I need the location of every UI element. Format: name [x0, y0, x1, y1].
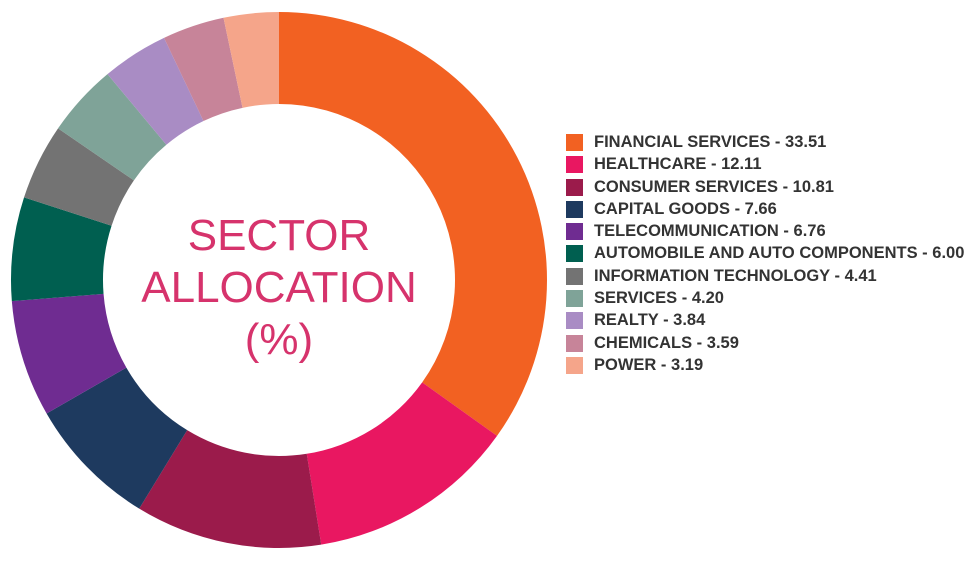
donut-slice: [58, 74, 167, 181]
legend-swatch: [566, 200, 583, 218]
legend-value: 12.11: [706, 155, 761, 173]
legend: FINANCIAL SERVICES33.51HEALTHCARE12.11CO…: [566, 131, 971, 376]
legend-value: 4.20: [677, 289, 724, 307]
legend-item: POWER3.19: [566, 354, 971, 376]
donut-slice: [11, 197, 112, 302]
title-line: SECTOR: [187, 211, 371, 260]
legend-item: FINANCIAL SERVICES33.51: [566, 131, 971, 153]
legend-value: 10.81: [778, 178, 834, 196]
donut-slice: [223, 12, 279, 108]
legend-value: 33.51: [770, 133, 826, 151]
legend-label: TELECOMMUNICATION: [594, 222, 779, 241]
donut-slice: [107, 37, 204, 145]
legend-item: HEALTHCARE12.11: [566, 153, 971, 175]
legend-label: INFORMATION TECHNOLOGY: [594, 266, 830, 285]
legend-text: REALTY3.84: [594, 309, 971, 331]
legend-text: SERVICES4.20: [594, 287, 971, 309]
legend-value: 6.00: [918, 244, 965, 262]
legend-label: REALTY: [594, 311, 659, 330]
legend-item: AUTOMOBILE AND AUTO COMPONENTS6.00: [566, 242, 971, 264]
legend-item: CAPITAL GOODS7.66: [566, 198, 971, 220]
chart: [11, 12, 547, 548]
legend-label: CONSUMER SERVICES: [594, 177, 778, 196]
legend-value: 4.41: [830, 267, 877, 285]
legend-label: AUTOMOBILE AND AUTO COMPONENTS: [594, 244, 918, 263]
legend-value: 3.19: [656, 356, 703, 374]
legend-text: HEALTHCARE12.11: [594, 153, 971, 175]
legend-swatch: [566, 356, 583, 374]
donut-slice: [46, 367, 188, 509]
legend-item: INFORMATION TECHNOLOGY4.41: [566, 265, 971, 287]
legend-value: 3.59: [692, 334, 739, 352]
legend-text: CONSUMER SERVICES10.81: [594, 176, 971, 198]
legend-label: POWER: [594, 355, 657, 374]
legend-value: 7.66: [730, 200, 777, 218]
donut-slice: [24, 128, 134, 226]
legend-label: SERVICES: [594, 289, 678, 308]
donut-slice: [11, 293, 127, 414]
legend-value: 6.76: [779, 222, 826, 240]
legend-value: 3.84: [658, 311, 705, 329]
legend-label: FINANCIAL SERVICES: [594, 133, 771, 151]
legend-swatch: [566, 312, 583, 330]
legend-text: CHEMICALS3.59: [594, 332, 971, 354]
legend-swatch: [566, 245, 583, 263]
legend-item: REALTY3.84: [566, 309, 971, 331]
title-line: (%): [244, 315, 314, 364]
legend-swatch: [566, 134, 583, 151]
legend-item: SERVICES4.20: [566, 287, 971, 309]
legend-swatch: [566, 178, 583, 196]
legend-item: TELECOMMUNICATION6.76: [566, 220, 971, 242]
legend-text: CAPITAL GOODS7.66: [594, 198, 971, 220]
legend-text: TELECOMMUNICATION6.76: [594, 220, 971, 242]
chart-title: SECTOR ALLOCATION (%): [99, 210, 459, 366]
legend-swatch: [566, 267, 583, 285]
legend-swatch: [566, 156, 583, 174]
legend-swatch: [566, 290, 583, 308]
legend-text: AUTOMOBILE AND AUTO COMPONENTS6.00: [594, 242, 971, 264]
legend-text: INFORMATION TECHNOLOGY4.41: [594, 265, 971, 287]
legend-text: POWER3.19: [594, 354, 971, 376]
legend-text: FINANCIAL SERVICES33.51: [594, 131, 971, 153]
legend-swatch: [566, 334, 583, 352]
donut-slice: [279, 12, 547, 436]
legend-label: CAPITAL GOODS: [594, 199, 730, 218]
legend-item: CHEMICALS3.59: [566, 332, 971, 354]
title-line: ALLOCATION: [141, 263, 417, 312]
donut-slice: [306, 382, 498, 545]
legend-swatch: [566, 223, 583, 241]
legend-item: CONSUMER SERVICES10.81: [566, 176, 971, 198]
donut-slice: [139, 430, 322, 548]
legend-label: CHEMICALS: [594, 333, 693, 352]
donut-slice: [164, 17, 243, 122]
legend-label: HEALTHCARE: [594, 155, 707, 174]
